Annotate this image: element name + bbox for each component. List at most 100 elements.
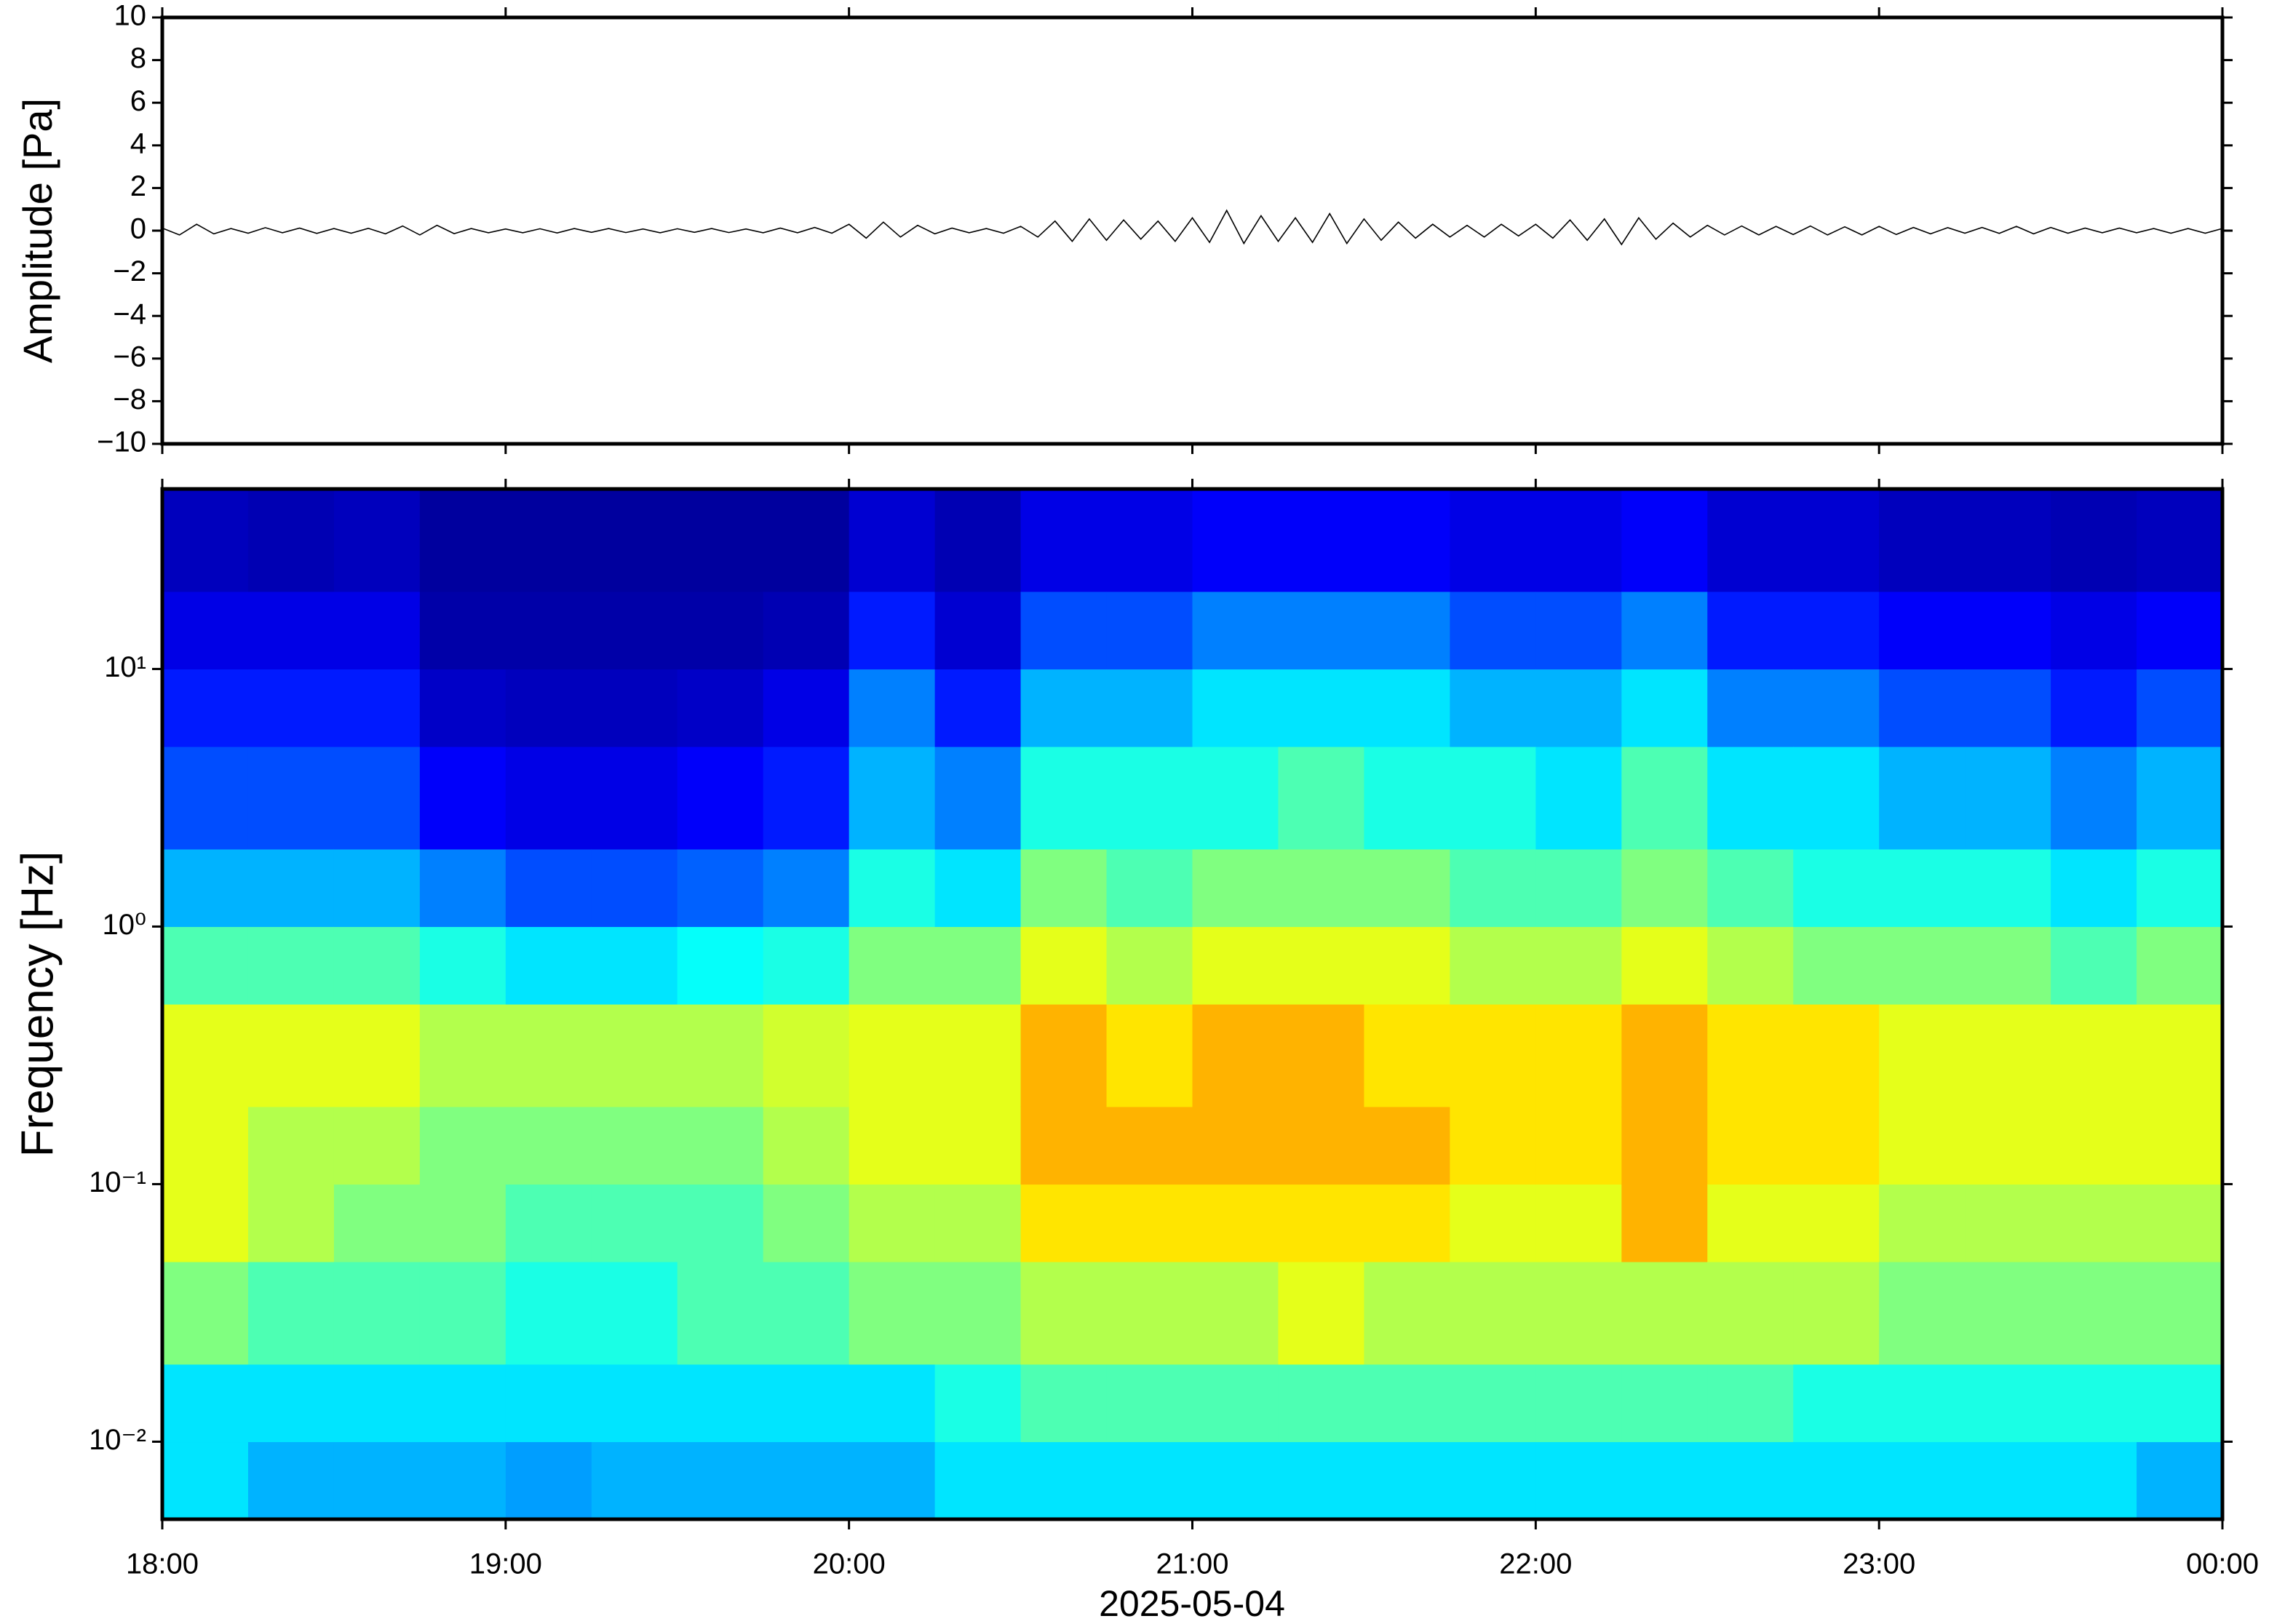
spectrogram-cell [1278, 591, 1365, 670]
spectrogram-cell [1535, 848, 1622, 928]
spectrogram-cell [1278, 1441, 1365, 1520]
spectrogram-cell [1879, 1184, 1966, 1262]
spectrogram-cell [1707, 669, 1794, 747]
spectrogram-cell [333, 1364, 421, 1443]
spectrogram-cell [247, 489, 335, 592]
spectrogram-cell [1020, 591, 1108, 670]
spectrogram-cell [419, 747, 506, 850]
spectrogram-cell [2051, 1364, 2137, 1443]
spectrogram-cell [1707, 1004, 1794, 1107]
spectrogram-cell [1965, 848, 2051, 928]
spectrogram-cell [1965, 1004, 2051, 1107]
spectrogram-cell [1793, 489, 1880, 592]
y-tick-label: −6 [113, 341, 146, 373]
spectrogram-cell [1450, 669, 1536, 747]
spectrogram-cell [1192, 1262, 1279, 1365]
y-tick-label: 0 [130, 213, 146, 245]
spectrogram-cell [1450, 489, 1536, 592]
spectrogram-cell [763, 669, 850, 747]
spectrogram-cell [1020, 669, 1108, 747]
spectrogram-cell [162, 1441, 249, 1520]
spectrogram-cell [505, 1004, 592, 1107]
y-axis-label: Amplitude [Pa] [15, 98, 60, 363]
spectrogram-cell [1450, 1106, 1536, 1185]
spectrogram-cell [1535, 1184, 1622, 1262]
spectrogram-cell [1965, 489, 2051, 592]
spectrogram-cell [333, 1262, 421, 1365]
spectrogram-cell [1106, 747, 1193, 850]
spectrogram-cell [1707, 1106, 1794, 1185]
spectrogram-cell [162, 1106, 249, 1185]
spectrogram-cell [1879, 1262, 1966, 1365]
spectrogram-cell [1621, 1262, 1708, 1365]
spectrogram-cell [677, 591, 764, 670]
spectrogram-cell [419, 1106, 506, 1185]
spectrogram-cell [2051, 591, 2137, 670]
spectrogram-cell [677, 1441, 764, 1520]
spectrogram-cell [333, 1004, 421, 1107]
spectrogram-cell [1535, 489, 1622, 592]
spectrogram-cell [677, 1364, 764, 1443]
y-tick-label: 10⁰ [102, 909, 146, 941]
spectrogram-cell [1278, 1364, 1365, 1443]
spectrogram-cell [763, 1262, 850, 1365]
spectrogram-cell [1192, 1184, 1279, 1262]
spectrogram-cell [591, 926, 678, 1005]
spectrogram-cell [2051, 1262, 2137, 1365]
spectrogram-cell [333, 1106, 421, 1185]
spectrogram-cell [763, 591, 850, 670]
spectrogram-cell [591, 747, 678, 850]
spectrogram-cell [247, 1184, 335, 1262]
spectrogram-cell [247, 669, 335, 747]
y-tick-label: 8 [130, 42, 146, 74]
spectrogram-cell [934, 1262, 1022, 1365]
spectrogram-cell [934, 1106, 1022, 1185]
spectrogram-cell [1707, 1262, 1794, 1365]
x-tick-label: 19:00 [469, 1548, 542, 1580]
spectrogram-cell [2051, 1106, 2137, 1185]
y-tick-label: 10 [114, 0, 147, 32]
spectrogram-cell [505, 1184, 592, 1262]
spectrogram-cell [419, 489, 506, 592]
spectrogram-cell [333, 669, 421, 747]
spectrogram-cell [1364, 591, 1450, 670]
spectrogram-cell [1793, 1004, 1880, 1107]
spectrogram-cell [505, 1262, 592, 1365]
spectrogram-cell [2137, 1184, 2223, 1262]
spectrogram-cell [333, 591, 421, 670]
spectrogram-cell [1106, 591, 1193, 670]
spectrogram-cell [1192, 489, 1279, 592]
x-tick-label: 22:00 [1499, 1548, 1572, 1580]
spectrogram-cell [247, 1441, 335, 1520]
spectrogram-cell [1707, 591, 1794, 670]
spectrogram-cell [1707, 489, 1794, 592]
spectrogram-cell [1707, 1441, 1794, 1520]
spectrogram-cell [1535, 669, 1622, 747]
spectrogram-cell [1621, 1441, 1708, 1520]
spectrogram-cell [2051, 848, 2137, 928]
spectrogram-cell [1707, 1184, 1794, 1262]
spectrogram-cell [591, 1106, 678, 1185]
spectrogram-cell [1364, 669, 1450, 747]
spectrogram-cell [1020, 1106, 1108, 1185]
spectrogram-cell [333, 1441, 421, 1520]
spectrogram-cell [2051, 926, 2137, 1005]
spectrogram-cell [1106, 1262, 1193, 1365]
spectrogram-cell [677, 669, 764, 747]
spectrogram-cell [1621, 1106, 1708, 1185]
x-tick-label: 23:00 [1843, 1548, 1915, 1580]
spectrogram-cell [1106, 1364, 1193, 1443]
spectrogram-cell [419, 1441, 506, 1520]
spectrogram-cell [2051, 1441, 2137, 1520]
spectrogram-cell [419, 669, 506, 747]
spectrogram-cell [1020, 1262, 1108, 1365]
spectrogram-cell [1793, 1262, 1880, 1365]
spectrogram-cell [2137, 848, 2223, 928]
y-tick-label: −4 [113, 298, 146, 330]
spectrogram-cell [849, 1106, 936, 1185]
spectrogram-cell [591, 1364, 678, 1443]
spectrogram-cell [2137, 1441, 2223, 1520]
spectrogram-cell [2051, 1184, 2137, 1262]
spectrogram-cell [247, 848, 335, 928]
spectrogram-cell [419, 1364, 506, 1443]
